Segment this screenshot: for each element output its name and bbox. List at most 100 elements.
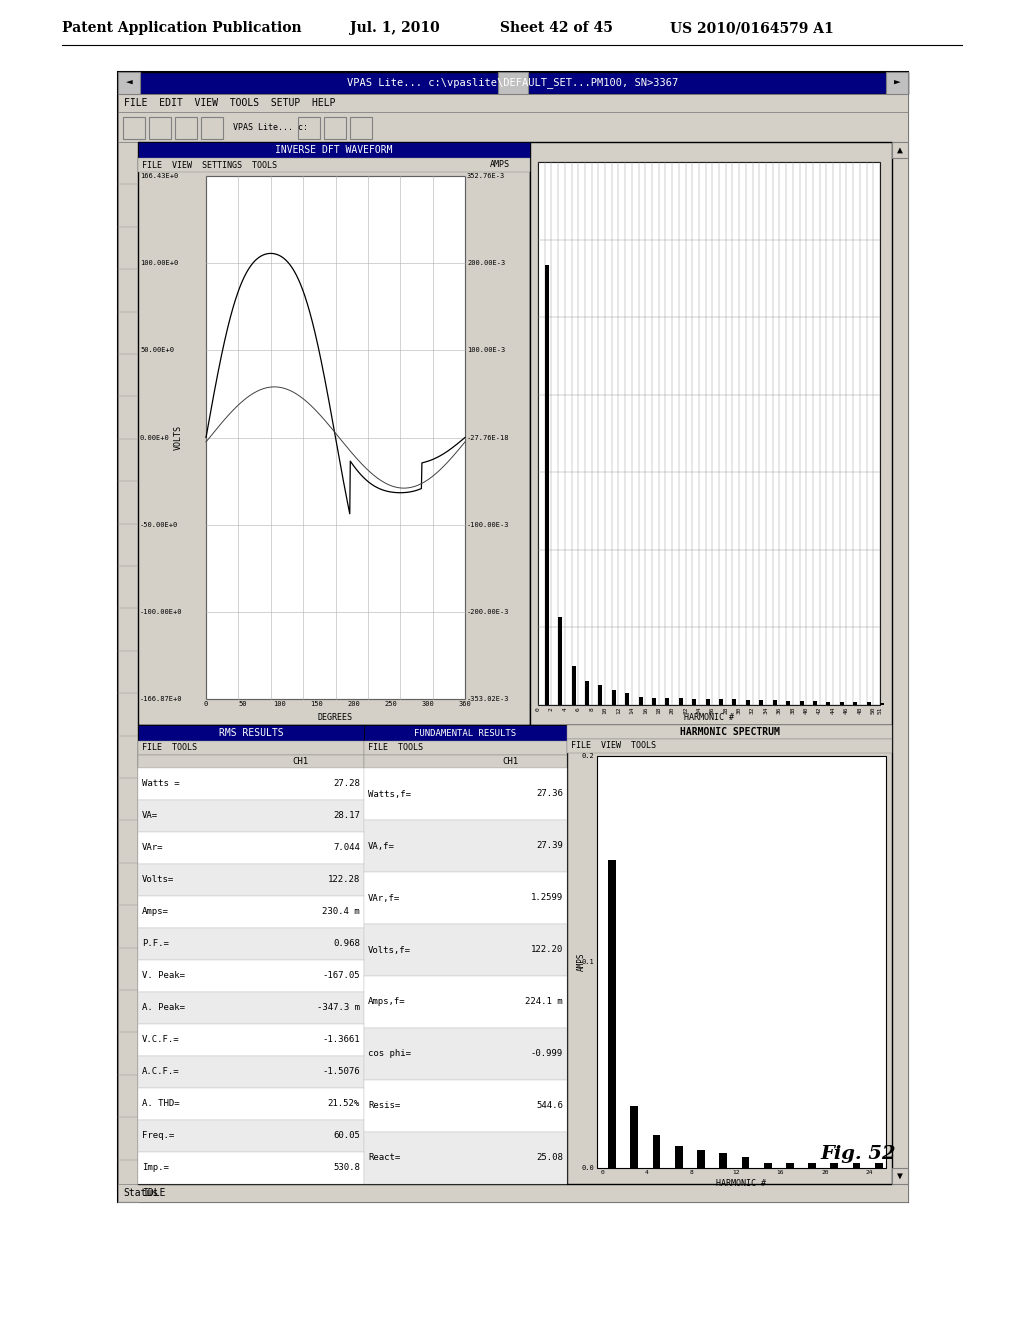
Bar bbox=[138, 755, 364, 768]
Bar bbox=[118, 94, 908, 112]
Text: ►: ► bbox=[894, 78, 900, 88]
Text: CH1: CH1 bbox=[502, 756, 518, 766]
Bar bbox=[840, 702, 844, 705]
Text: 0.968: 0.968 bbox=[333, 940, 360, 949]
Text: Watts,f=: Watts,f= bbox=[368, 789, 411, 799]
Text: 0.00E+0: 0.00E+0 bbox=[140, 434, 170, 441]
Bar bbox=[138, 143, 530, 158]
Text: Imp.=: Imp.= bbox=[142, 1163, 169, 1172]
Text: -0.999: -0.999 bbox=[530, 1049, 563, 1059]
Text: VPAS Lite... c:: VPAS Lite... c: bbox=[233, 123, 308, 132]
Bar bbox=[324, 117, 346, 139]
Bar bbox=[138, 741, 364, 755]
Text: 24: 24 bbox=[865, 1170, 873, 1175]
Bar bbox=[786, 701, 791, 705]
Text: 150: 150 bbox=[310, 701, 324, 708]
Bar bbox=[364, 768, 567, 820]
Bar bbox=[745, 700, 750, 705]
Text: 27.28: 27.28 bbox=[333, 780, 360, 788]
Bar bbox=[808, 1163, 816, 1168]
Bar bbox=[364, 1133, 567, 1184]
Text: 27.36: 27.36 bbox=[537, 789, 563, 799]
Text: Amps=: Amps= bbox=[142, 908, 169, 916]
Bar bbox=[826, 701, 830, 705]
Bar bbox=[611, 690, 615, 705]
Bar bbox=[118, 143, 138, 1203]
Bar bbox=[800, 701, 804, 705]
Bar bbox=[138, 928, 364, 960]
Text: 0.2: 0.2 bbox=[582, 752, 594, 759]
Text: 16: 16 bbox=[776, 1170, 784, 1175]
Text: VA=: VA= bbox=[142, 812, 158, 821]
Bar bbox=[813, 701, 817, 705]
Bar bbox=[892, 143, 908, 158]
Bar bbox=[138, 768, 364, 800]
Text: Freq.=: Freq.= bbox=[142, 1131, 174, 1140]
Text: Patent Application Publication: Patent Application Publication bbox=[62, 21, 302, 36]
Bar bbox=[598, 685, 602, 705]
Bar bbox=[364, 924, 567, 975]
Text: IDLE: IDLE bbox=[143, 1188, 167, 1199]
Bar bbox=[123, 117, 145, 139]
Bar bbox=[138, 896, 364, 928]
Bar bbox=[138, 725, 364, 741]
Text: VA,f=: VA,f= bbox=[368, 842, 395, 850]
Text: 28.17: 28.17 bbox=[333, 812, 360, 821]
Text: -347.3 m: -347.3 m bbox=[317, 1003, 360, 1012]
Bar bbox=[364, 820, 567, 873]
Text: 6: 6 bbox=[575, 708, 581, 710]
Bar bbox=[118, 73, 140, 94]
Text: HARMONIC #: HARMONIC # bbox=[717, 1179, 767, 1188]
Text: 50: 50 bbox=[870, 708, 876, 714]
Bar bbox=[201, 117, 223, 139]
Bar bbox=[118, 112, 908, 143]
Bar bbox=[150, 117, 171, 139]
Text: P.F.=: P.F.= bbox=[142, 940, 169, 949]
Bar bbox=[364, 725, 567, 1184]
Bar bbox=[138, 158, 530, 172]
Text: -100.00E-3: -100.00E-3 bbox=[467, 521, 510, 528]
Text: 4: 4 bbox=[645, 1170, 649, 1175]
Bar bbox=[567, 725, 892, 1184]
Text: 18: 18 bbox=[656, 708, 662, 714]
Bar bbox=[138, 1152, 364, 1184]
Text: -1.3661: -1.3661 bbox=[323, 1035, 360, 1044]
Bar bbox=[138, 865, 364, 896]
Text: Amps,f=: Amps,f= bbox=[368, 998, 406, 1006]
Bar bbox=[364, 725, 567, 741]
Text: 100.00E-3: 100.00E-3 bbox=[467, 347, 505, 354]
Bar bbox=[706, 698, 710, 705]
Text: V. Peak=: V. Peak= bbox=[142, 972, 185, 981]
Text: VAr,f=: VAr,f= bbox=[368, 894, 400, 903]
Text: VPAS Lite... c:\vpaslite\DEFAULT_SET...PM100, SN>3367: VPAS Lite... c:\vpaslite\DEFAULT_SET...P… bbox=[347, 78, 679, 88]
Text: 0: 0 bbox=[536, 708, 541, 710]
Bar bbox=[697, 1150, 705, 1168]
Bar bbox=[892, 1168, 908, 1184]
Text: 1.2599: 1.2599 bbox=[530, 894, 563, 903]
Bar bbox=[732, 700, 736, 705]
Text: A. Peak=: A. Peak= bbox=[142, 1003, 185, 1012]
Text: ▼: ▼ bbox=[897, 1171, 903, 1181]
Text: -200.00E-3: -200.00E-3 bbox=[467, 609, 510, 615]
Text: 27.39: 27.39 bbox=[537, 842, 563, 850]
Bar bbox=[853, 702, 857, 705]
Text: Jul. 1, 2010: Jul. 1, 2010 bbox=[350, 21, 439, 36]
Bar bbox=[692, 698, 696, 705]
Text: 0: 0 bbox=[204, 701, 208, 708]
Text: A. THD=: A. THD= bbox=[142, 1100, 179, 1109]
Bar bbox=[626, 693, 629, 705]
Bar bbox=[719, 700, 723, 705]
Text: 38: 38 bbox=[791, 708, 796, 714]
Text: 50: 50 bbox=[239, 701, 247, 708]
Text: US 2010/0164579 A1: US 2010/0164579 A1 bbox=[670, 21, 834, 36]
Text: 10: 10 bbox=[602, 708, 607, 714]
Text: 14: 14 bbox=[630, 708, 635, 714]
Text: 34: 34 bbox=[764, 708, 768, 714]
Text: 32: 32 bbox=[751, 708, 755, 714]
Bar bbox=[652, 698, 656, 705]
Text: 8: 8 bbox=[689, 1170, 693, 1175]
Bar bbox=[773, 701, 777, 705]
Text: ▲: ▲ bbox=[897, 145, 903, 154]
Text: Resis=: Resis= bbox=[368, 1101, 400, 1110]
Text: Sheet 42 of 45: Sheet 42 of 45 bbox=[500, 21, 613, 36]
